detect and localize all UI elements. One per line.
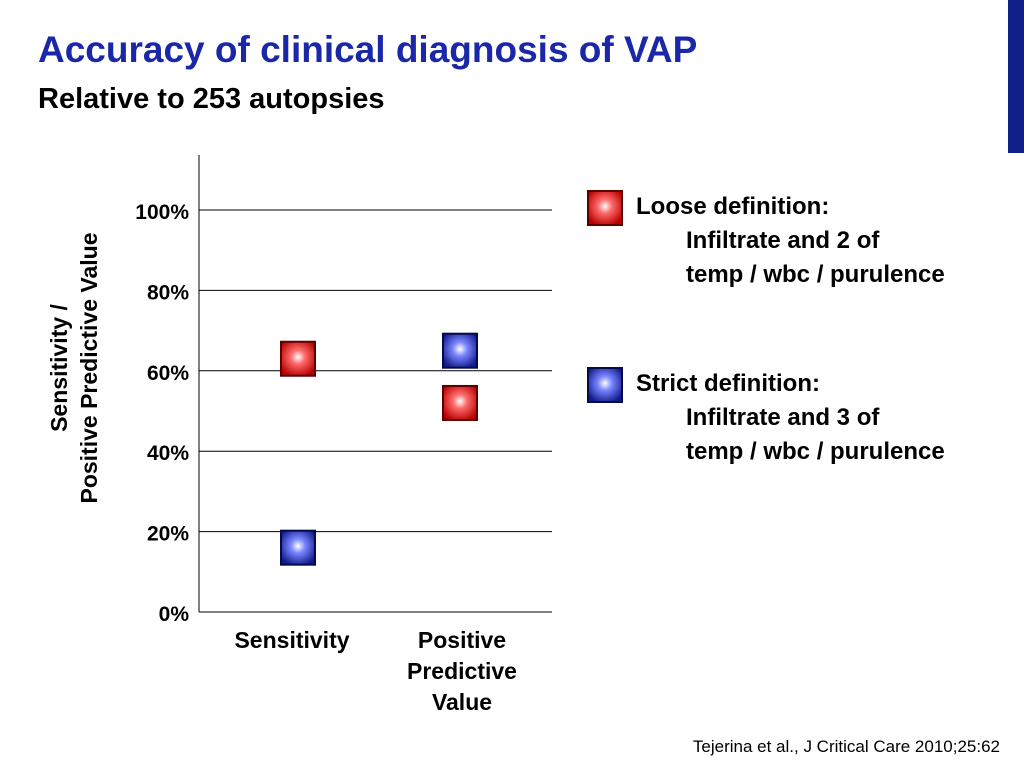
legend-criteria-strict: Infiltrate and 3 of bbox=[686, 404, 880, 431]
y-axis-label: Sensitivity / Positive Predictive Value bbox=[46, 232, 102, 503]
x-category-label: Value bbox=[432, 689, 492, 715]
x-category-label: Positive bbox=[418, 627, 506, 653]
y-tick-label: 40% bbox=[147, 442, 189, 465]
slide-title: Accuracy of clinical diagnosis of VAP bbox=[38, 29, 698, 70]
legend-measures-strict: temp / wbc / purulence bbox=[686, 438, 945, 465]
citation: Tejerina et al., J Critical Care 2010;25… bbox=[692, 737, 1000, 756]
marker-loose-sensitivity bbox=[280, 340, 316, 377]
y-tick-label: 0% bbox=[159, 603, 190, 626]
legend-criteria-loose: Infiltrate and 2 of bbox=[686, 227, 880, 254]
marker-strict-ppv bbox=[442, 332, 478, 369]
x-category-label: Predictive bbox=[407, 658, 517, 684]
y-axis-label-line: Positive Predictive Value bbox=[76, 232, 102, 503]
y-tick-label: 60% bbox=[147, 362, 189, 385]
legend-swatch-strict bbox=[587, 367, 623, 403]
x-category-label: Sensitivity bbox=[234, 627, 349, 653]
legend-measures-loose: temp / wbc / purulence bbox=[686, 261, 945, 288]
y-axis-label-line: Sensitivity / bbox=[46, 303, 72, 431]
side-accent-bar bbox=[1008, 0, 1024, 153]
y-tick-label: 100% bbox=[135, 201, 189, 224]
y-tick-label: 80% bbox=[147, 281, 189, 304]
marker-strict-sensitivity bbox=[280, 529, 316, 566]
y-tick-label: 20% bbox=[147, 523, 189, 546]
marker-loose-ppv bbox=[442, 384, 478, 421]
legend-title-strict: Strict definition: bbox=[636, 370, 820, 397]
legend-title-loose: Loose definition: bbox=[636, 193, 830, 220]
legend-swatch-loose bbox=[587, 190, 623, 226]
slide-subtitle: Relative to 253 autopsies bbox=[38, 83, 385, 115]
